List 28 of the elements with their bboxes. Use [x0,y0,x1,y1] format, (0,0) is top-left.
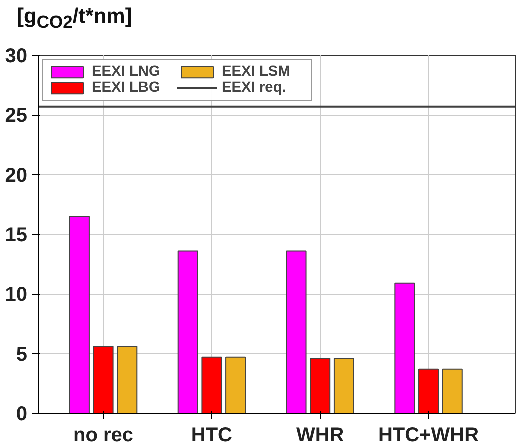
bar [310,358,331,414]
legend-label: EEXI LBG [92,80,162,96]
y-tick-label: 5 [16,344,28,366]
bar [286,250,307,414]
y-tick-label: 0 [16,404,28,426]
legend-label: EEXI LSM [222,64,292,80]
bar [334,358,354,414]
y-tick-label: 10 [5,284,28,306]
bar [178,250,198,414]
bar [93,346,114,414]
y-tick-label: 20 [5,164,28,187]
bar [202,356,222,414]
bar [418,368,440,414]
bar [117,346,138,414]
legend-label: EEXI req. [222,80,288,96]
bar [394,282,416,414]
x-tick-label: HTC+WHR [378,424,480,442]
y-tick-label: 30 [5,46,28,68]
x-tick-label: HTC [191,424,233,442]
x-tick-label: no rec [74,424,134,442]
x-tick-label: WHR [296,424,345,442]
bar [226,356,246,414]
y-axis-title: [g$_{CO2}$/t*nm] [17,4,132,34]
bar [69,216,90,414]
y-tick-label: 15 [5,224,28,246]
legend-label: EEXI LNG [92,64,162,80]
y-tick-label: 25 [5,105,28,128]
bar [442,368,463,414]
